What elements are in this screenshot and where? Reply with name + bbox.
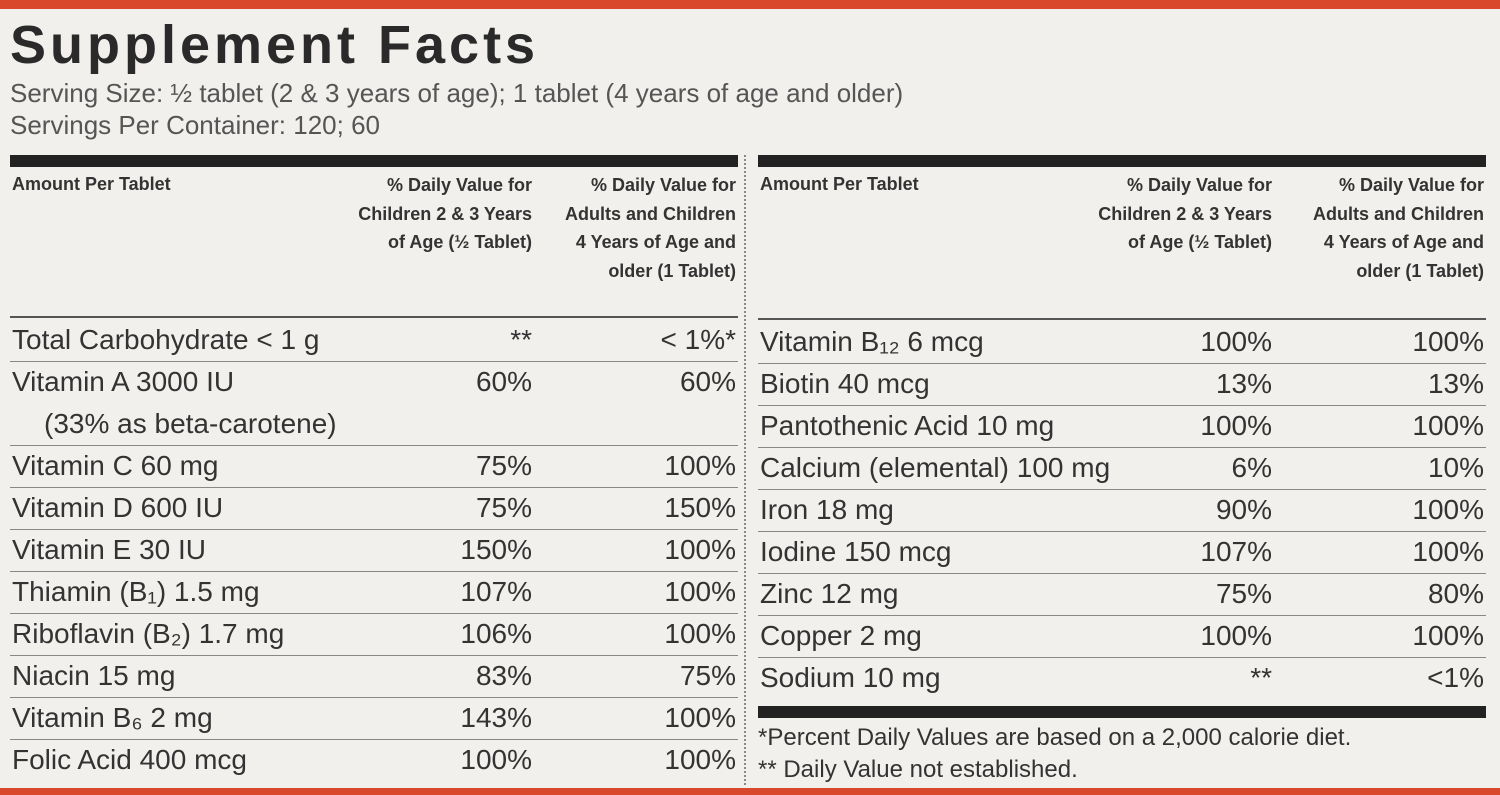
nutrient-name: Vitamin B₆ 2 mg <box>12 702 213 733</box>
nutrient-name: Vitamin B₁₂ 6 mcg <box>760 326 984 357</box>
adult-dv: 100% <box>1412 410 1484 441</box>
row-rule <box>758 657 1486 658</box>
adult-dv: 100% <box>664 576 736 607</box>
adult-dv: 100% <box>1412 326 1484 357</box>
row-rule <box>10 697 738 698</box>
adult-dv: 100% <box>664 534 736 565</box>
adult-dv: < 1%* <box>660 324 737 355</box>
child-dv: 150% <box>460 534 532 565</box>
top-band <box>0 0 1500 9</box>
nutrient-name: Copper 2 mg <box>760 620 922 651</box>
child-dv: 100% <box>1200 326 1272 357</box>
adult-dv: 100% <box>664 744 736 775</box>
title: Supplement Facts <box>10 15 540 75</box>
child-dv: 60% <box>475 366 532 397</box>
serving-size: Serving Size: ½ tablet (2 & 3 years of a… <box>10 78 904 108</box>
nutrient-name: Zinc 12 mg <box>760 578 899 609</box>
row-rule <box>10 571 738 572</box>
nutrient-name: Riboflavin (B₂) 1.7 mg <box>12 618 285 649</box>
adult-dv: 100% <box>664 618 736 649</box>
row-rule <box>758 405 1486 406</box>
child-dv: 6% <box>1231 452 1272 483</box>
row-rule <box>758 363 1486 364</box>
child-dv: 75% <box>1215 578 1272 609</box>
nutrient-name: Total Carbohydrate < 1 g <box>12 324 320 355</box>
nutrient-name: Biotin 40 mcg <box>760 368 930 399</box>
nutrient-name: Calcium (elemental) 100 mg <box>760 452 1111 483</box>
adult-dv: 100% <box>1412 620 1484 651</box>
child-dv: 13% <box>1215 368 1272 399</box>
child-dv: 100% <box>1200 620 1272 651</box>
row-rule <box>758 531 1486 532</box>
column-header: % Daily Value for Adults and Children 4 … <box>1313 175 1484 281</box>
nutrient-note: (33% as beta-carotene) <box>44 408 337 439</box>
adult-dv: 100% <box>1412 494 1484 525</box>
child-dv: 107% <box>460 576 532 607</box>
column-header: Amount Per Tablet <box>12 174 171 194</box>
row-rule <box>10 445 738 446</box>
nutrient-name: Pantothenic Acid 10 mg <box>760 410 1055 441</box>
child-dv: 143% <box>460 702 532 733</box>
adult-dv: 100% <box>664 702 736 733</box>
row-rule <box>10 487 738 488</box>
column-header: % Daily Value for Children 2 & 3 Years o… <box>358 175 532 252</box>
thick-bar <box>758 155 1486 167</box>
row-rule <box>758 615 1486 616</box>
child-dv: 83% <box>475 660 532 691</box>
adult-dv: 80% <box>1427 578 1484 609</box>
servings-per-container: Servings Per Container: 120; 60 <box>10 110 380 140</box>
row-rule <box>10 613 738 614</box>
row-rule <box>10 655 738 656</box>
thick-bar <box>758 706 1486 718</box>
child-dv: 75% <box>475 450 532 481</box>
bottom-band <box>0 788 1500 795</box>
adult-dv: 75% <box>679 660 736 691</box>
row-rule <box>10 361 738 362</box>
nutrient-name: Iodine 150 mcg <box>760 536 952 567</box>
child-dv: ** <box>510 324 532 355</box>
child-dv: 100% <box>460 744 532 775</box>
child-dv: 90% <box>1215 494 1272 525</box>
adult-dv: 13% <box>1427 368 1484 399</box>
row-rule <box>758 447 1486 448</box>
row-rule <box>10 739 738 740</box>
nutrient-name: Vitamin A 3000 IU <box>12 366 235 397</box>
adult-dv: 150% <box>664 492 736 523</box>
row-rule <box>758 573 1486 574</box>
row-rule <box>758 489 1486 490</box>
nutrient-name: Folic Acid 400 mcg <box>12 744 247 775</box>
nutrient-name: Iron 18 mg <box>760 494 894 525</box>
child-dv: 100% <box>1200 410 1272 441</box>
nutrient-name: Niacin 15 mg <box>12 660 176 691</box>
adult-dv: 100% <box>664 450 736 481</box>
footnote: ** Daily Value not established. <box>758 756 1078 783</box>
nutrient-name: Sodium 10 mg <box>760 662 941 693</box>
nutrient-name: Vitamin D 600 IU <box>12 492 224 523</box>
table-divider <box>744 155 746 785</box>
adult-dv: <1% <box>1427 662 1484 693</box>
row-rule <box>10 529 738 530</box>
nutrient-name: Thiamin (B₁) 1.5 mg <box>12 576 260 607</box>
column-header: % Daily Value for Adults and Children 4 … <box>565 175 736 281</box>
child-dv: ** <box>1250 662 1272 693</box>
child-dv: 75% <box>475 492 532 523</box>
child-dv: 106% <box>460 618 532 649</box>
header-rule <box>758 318 1486 320</box>
column-header: % Daily Value for Children 2 & 3 Years o… <box>1098 175 1272 252</box>
nutrient-name: Vitamin E 30 IU <box>12 534 207 565</box>
nutrient-name: Vitamin C 60 mg <box>12 450 219 481</box>
child-dv: 107% <box>1200 536 1272 567</box>
header-rule <box>10 316 738 318</box>
thick-bar <box>10 155 738 167</box>
adult-dv: 60% <box>679 366 736 397</box>
footnote: *Percent Daily Values are based on a 2,0… <box>758 724 1352 751</box>
adult-dv: 100% <box>1412 536 1484 567</box>
adult-dv: 10% <box>1427 452 1484 483</box>
column-header: Amount Per Tablet <box>760 174 919 194</box>
